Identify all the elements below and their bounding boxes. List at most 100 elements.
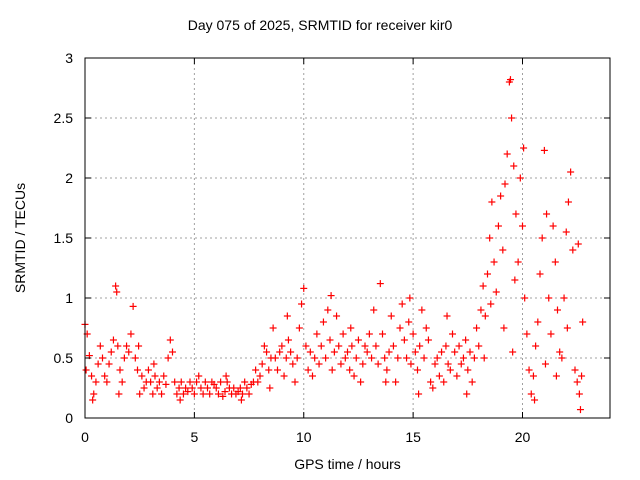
data-point — [169, 348, 176, 356]
data-point — [480, 354, 488, 362]
data-point — [532, 342, 540, 350]
data-point — [179, 390, 187, 398]
x-tick-label: 5 — [190, 429, 198, 445]
data-point — [237, 396, 245, 404]
data-point — [509, 348, 517, 356]
data-point — [547, 330, 555, 338]
data-point — [481, 312, 489, 320]
data-point — [241, 378, 249, 386]
data-point — [466, 348, 474, 356]
data-point — [457, 360, 465, 368]
data-point — [298, 300, 306, 308]
data-point — [403, 354, 411, 362]
data-point — [327, 292, 335, 300]
data-point — [317, 342, 325, 350]
data-point — [420, 354, 428, 362]
data-point — [563, 324, 571, 332]
data-point — [571, 366, 579, 374]
data-point — [190, 390, 198, 398]
data-point — [184, 388, 192, 396]
data-point — [575, 390, 583, 398]
data-point — [409, 330, 417, 338]
data-point — [230, 384, 238, 392]
data-point — [239, 390, 246, 398]
data-point — [107, 348, 115, 356]
data-point — [274, 366, 281, 374]
data-point — [444, 360, 452, 368]
data-point — [131, 354, 139, 362]
data-point — [263, 348, 271, 356]
data-point — [541, 360, 549, 368]
data-point — [558, 354, 566, 362]
data-point — [545, 294, 553, 302]
data-point — [284, 336, 292, 344]
data-point — [554, 306, 561, 314]
data-point — [520, 144, 528, 152]
x-tick-label: 10 — [296, 429, 312, 445]
data-point — [217, 378, 225, 386]
data-point — [567, 168, 575, 176]
data-point — [101, 372, 109, 380]
y-tick-label: 1 — [65, 290, 73, 306]
data-point — [94, 360, 102, 368]
data-point — [348, 342, 356, 350]
data-point — [162, 380, 170, 388]
data-point — [525, 366, 533, 374]
data-point — [540, 146, 548, 154]
data-point — [455, 342, 463, 350]
data-point — [344, 348, 351, 356]
data-point — [508, 114, 516, 122]
data-point — [562, 228, 570, 236]
data-point — [171, 378, 179, 386]
data-point — [136, 390, 144, 398]
data-point — [123, 342, 131, 350]
data-point — [407, 360, 415, 368]
data-point — [521, 294, 529, 302]
data-point — [347, 324, 355, 332]
data-point — [151, 372, 159, 380]
data-point — [201, 378, 209, 386]
data-point — [435, 372, 443, 380]
y-tick-label: 0.5 — [54, 350, 74, 366]
data-point — [394, 354, 402, 362]
data-point — [359, 360, 367, 368]
data-point — [564, 198, 572, 206]
y-tick-label: 2.5 — [54, 110, 74, 126]
data-point — [499, 246, 507, 254]
data-point — [442, 342, 450, 350]
data-point — [392, 378, 400, 386]
data-point — [361, 342, 369, 350]
data-point — [276, 348, 284, 356]
data-point — [552, 372, 560, 380]
data-point — [363, 348, 371, 356]
y-tick-label: 3 — [65, 50, 73, 66]
data-point — [293, 354, 301, 362]
data-point — [99, 354, 106, 362]
data-point — [500, 324, 508, 332]
data-point — [114, 342, 122, 350]
data-point — [252, 366, 260, 374]
data-point — [578, 372, 586, 380]
data-point — [313, 330, 321, 338]
data-point — [443, 312, 451, 320]
data-point — [462, 336, 470, 344]
data-point — [534, 318, 542, 326]
data-point — [271, 354, 279, 362]
data-point — [175, 384, 183, 392]
data-point — [289, 360, 297, 368]
data-point — [260, 342, 268, 350]
y-tick-label: 1.5 — [54, 230, 74, 246]
data-point — [304, 366, 312, 374]
data-point — [222, 372, 230, 380]
data-point — [302, 342, 310, 350]
data-point — [506, 76, 514, 84]
data-point — [527, 390, 535, 398]
data-point — [166, 336, 174, 344]
data-point — [574, 240, 582, 248]
data-point — [291, 378, 299, 386]
data-point — [243, 384, 251, 392]
data-point — [579, 318, 587, 326]
data-point — [90, 390, 98, 398]
data-point — [490, 258, 498, 266]
